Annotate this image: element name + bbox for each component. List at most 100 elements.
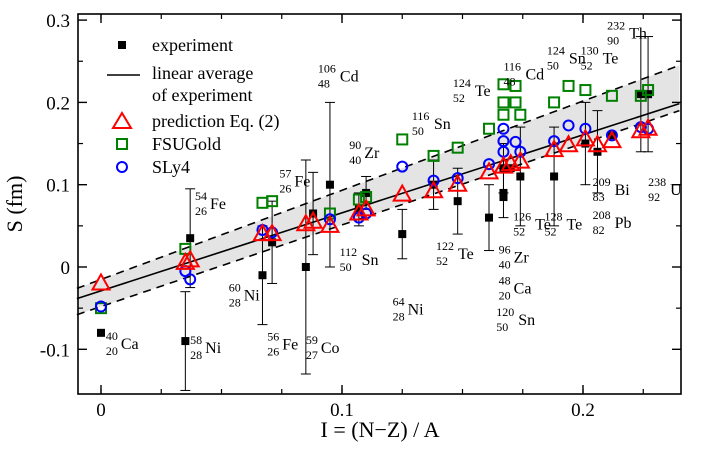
atomic-number: 82	[593, 223, 605, 237]
element-symbol: Ni	[408, 301, 425, 318]
mass-number: 130	[581, 43, 599, 57]
element-symbol: Te	[535, 216, 551, 233]
mass-number: 238	[648, 175, 666, 189]
atomic-number: 27	[306, 348, 318, 362]
prediction-point	[175, 251, 196, 270]
fsugold-point	[562, 79, 575, 92]
mass-number: 96	[499, 242, 511, 256]
prediction-point	[575, 128, 596, 147]
prediction-point	[478, 161, 500, 180]
prediction-point	[543, 139, 565, 158]
y-axis-title: S (fm)	[2, 176, 27, 233]
element-symbol: Te	[566, 216, 582, 233]
element-symbol: Sn	[569, 50, 586, 67]
element-symbol: Fe	[210, 196, 226, 213]
prediction-point	[355, 198, 377, 217]
sly4-point	[427, 174, 440, 187]
mass-number: 128	[544, 209, 562, 223]
element-symbol: Sn	[434, 116, 451, 133]
sly4-point	[396, 160, 409, 173]
fsugold-point	[514, 108, 527, 121]
atomic-number: 28	[393, 309, 405, 323]
x-tick-label: 0	[96, 400, 106, 421]
experiment-point	[636, 90, 645, 99]
sly4-point	[579, 122, 592, 135]
sly4-point	[184, 273, 197, 286]
legend-experiment-label: experiment	[152, 35, 233, 55]
mass-number: 48	[499, 274, 511, 288]
element-symbol: Ni	[244, 287, 261, 304]
element-symbol: Fe	[294, 174, 310, 191]
mass-number: 120	[496, 305, 514, 319]
mass-number: 122	[436, 239, 454, 253]
legend-fsugold-label: FSUGold	[152, 134, 221, 154]
element-symbol: Th	[629, 26, 647, 43]
prediction-point	[179, 249, 201, 268]
legend-sly4-label: SLy4	[152, 157, 190, 177]
mass-number: 232	[607, 19, 625, 33]
prediction-point	[302, 210, 324, 229]
fsugold-point	[256, 196, 269, 209]
mass-number: 54	[195, 189, 207, 203]
element-symbol: Te	[603, 50, 619, 67]
prediction-point	[447, 173, 468, 192]
atomic-number: 50	[340, 260, 352, 274]
atomic-number: 50	[547, 58, 559, 72]
fsugold-point	[497, 78, 510, 91]
legend-fsugold-marker	[116, 138, 128, 150]
fsugold-point	[497, 108, 510, 121]
sly4-point	[562, 119, 575, 132]
element-symbol: Pb	[615, 215, 632, 232]
mass-number: 112	[340, 245, 358, 259]
y-tick-label: 0.3	[46, 11, 70, 32]
atomic-number: 28	[229, 295, 241, 309]
fsugold-point	[548, 96, 561, 109]
mass-number: 116	[412, 109, 430, 123]
atomic-number: 52	[513, 224, 525, 238]
experiment-point	[485, 213, 494, 222]
legend-prediction-label: prediction Eq. (2)	[152, 111, 279, 132]
sly4-point	[548, 135, 561, 148]
sly4-point	[323, 213, 336, 226]
experiment-point	[453, 197, 462, 206]
legend-experiment-marker	[118, 41, 126, 49]
axis-ticks: 0 0.1 0.2 -0.1 0 0.1 0.2 0.3	[40, 11, 681, 421]
mass-number: 126	[513, 209, 531, 223]
experiment-point	[499, 193, 508, 202]
element-symbol: Ca	[121, 336, 139, 353]
sly4-point	[95, 300, 107, 313]
element-symbol: Zr	[364, 145, 380, 162]
experiment-point	[516, 172, 525, 181]
experiment-point	[181, 337, 190, 346]
atomic-number: 40	[349, 153, 361, 167]
element-symbol: U	[670, 182, 682, 199]
experiment-point	[97, 328, 105, 337]
element-symbol: Bi	[615, 182, 631, 199]
legend-sly4-marker	[116, 161, 128, 173]
mass-number: 124	[453, 76, 471, 90]
fsugold-point	[266, 195, 279, 208]
element-symbol: Co	[321, 340, 340, 357]
atomic-number: 40	[499, 257, 511, 271]
atomic-number: 52	[581, 58, 593, 72]
fsugold-point	[497, 96, 510, 109]
prediction-point	[637, 117, 659, 136]
prediction-point	[601, 130, 623, 149]
experiment-point	[186, 234, 195, 243]
atomic-number: 50	[412, 124, 424, 138]
